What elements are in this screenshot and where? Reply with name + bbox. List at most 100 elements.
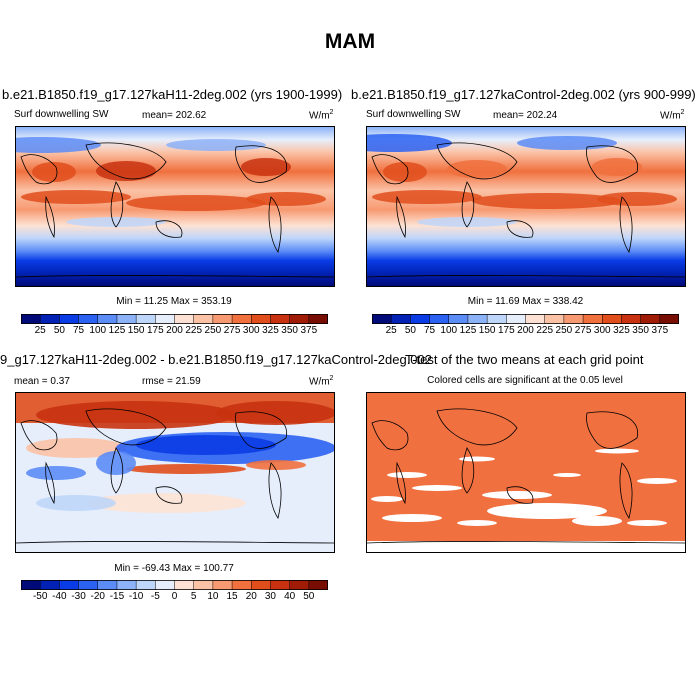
- panel3-map-svg: [16, 393, 334, 552]
- panel1-colorbar-tick-label: 200: [166, 325, 183, 336]
- panel3-colorbar-tick-label: -20: [90, 591, 105, 602]
- panel3-colorbar-swatch: [155, 580, 175, 590]
- panel1-colorbar-swatch: [232, 314, 252, 324]
- panel1-colorbar-tick-label: 275: [223, 325, 241, 336]
- panel2-colorbar-tick-label: 125: [459, 325, 477, 336]
- panel2-colorbar-swatch: [544, 314, 565, 324]
- panel1-colorbar-swatch: [308, 314, 328, 324]
- panel3-title: 9_g17.127kaH11-2deg.002 - b.e21.B1850.f1…: [0, 352, 432, 367]
- panel2-colorbar-tick-label: 250: [555, 325, 573, 336]
- panel2-colorbar: 25 50 75 100 125 150 175 200 225 250 275 300 325 350 3…: [372, 314, 679, 336]
- panel2-colorbar-tick-label: 150: [478, 325, 496, 336]
- panel3-colorbar-tick-label: -15: [109, 591, 125, 602]
- panel1-unit-label: W/m2: [309, 109, 334, 122]
- panel3-colorbar-tick-label: -10: [128, 591, 144, 602]
- panel1-colorbar-swatch: [174, 314, 194, 324]
- panel2-colorbar-swatch: [602, 314, 622, 324]
- panel3-colorbar-tick-label: 40: [284, 591, 296, 602]
- panel1-colorbar-tick-label: 250: [204, 325, 222, 336]
- panel3-features: [16, 393, 334, 513]
- panel1-colorbar-swatch: [21, 314, 41, 324]
- panel1-colorbar-swatch: [289, 314, 310, 324]
- panel1-features: [16, 137, 326, 227]
- panel4-coastlines: [367, 408, 685, 544]
- panel1-colorbar-tick-label: 375: [300, 325, 318, 336]
- panel2-colorbar-tick-label: 25: [385, 325, 397, 336]
- panel3-colorbar-swatch: [212, 580, 233, 590]
- panel2-mean-label: mean= 202.24: [493, 110, 558, 121]
- panel1-colorbar-swatch: [212, 314, 233, 324]
- panel1-colorbar-tick-label: 125: [108, 325, 126, 336]
- panel3-colorbar-swatch: [251, 580, 271, 590]
- panel1-colorbar-swatch: [193, 314, 214, 324]
- panel3-stats: Min = -69.43 Max = 100.77: [114, 563, 234, 574]
- panel3-colorbar-swatch: [97, 580, 118, 590]
- panel1-colorbar-tick-label: 100: [89, 325, 107, 336]
- panel3-colorbar-tick-label: 30: [264, 591, 276, 602]
- panel2-map-svg: [367, 127, 685, 286]
- panel3-colorbar-tick-label: -30: [71, 591, 86, 602]
- panel1-colorbar-tick-label: 300: [242, 325, 260, 336]
- panel2-colorbar-swatch: [621, 314, 641, 324]
- panel3-coastlines: [16, 408, 334, 544]
- panel3-colorbar-tick-label: 20: [245, 591, 257, 602]
- panel2-unit-label: W/m2: [660, 109, 685, 122]
- panel3-colorbar-tick-label: 50: [303, 591, 315, 602]
- panel2-colorbar-swatch: [506, 314, 526, 324]
- panel1-colorbar: 25 50 75 100 125 150 175 200 225 250 275 300 325 350 3…: [21, 314, 328, 336]
- panel2-colorbar-swatch: [583, 314, 603, 324]
- panel2-colorbar-tick-label: 75: [424, 325, 436, 336]
- panel1-title: b.e21.B1850.f19_g17.127kaH11-2deg.002 (y…: [2, 87, 343, 102]
- panel3-colorbar-swatch: [40, 580, 60, 590]
- figure-title: MAM: [324, 30, 376, 53]
- panel2-colorbar-swatch: [467, 314, 488, 324]
- panel1-map-svg: [16, 127, 334, 286]
- panel1-colorbar-tick-label: 50: [53, 325, 65, 336]
- panel3-map: [15, 392, 335, 553]
- panel1-colorbar-tick-label: 350: [281, 325, 298, 336]
- panel2-colorbar-swatch: [448, 314, 469, 324]
- panel3-colorbar-swatch: [232, 580, 252, 590]
- panel3-colorbar-swatch: [174, 580, 194, 590]
- panel3-unit-label: W/m2: [309, 375, 334, 388]
- panel3-colorbar-tick-label: -40: [52, 591, 67, 602]
- panel1-colorbar-swatch: [97, 314, 118, 324]
- panel3-colorbar-tick-label: 5: [190, 591, 197, 602]
- panel1-variable-label: Surf downwelling SW: [14, 109, 109, 120]
- panel1-colorbar-swatch: [116, 314, 137, 324]
- panel2-colorbar-tick-label: 300: [593, 325, 611, 336]
- panel2-colorbar-swatch: [659, 314, 679, 324]
- panel2-colorbar-svg: [372, 314, 679, 324]
- panel2-variable-label: Surf downwelling SW: [366, 109, 461, 120]
- panel1-colorbar-swatch: [40, 314, 60, 324]
- panel2-colorbar-swatch: [487, 314, 507, 324]
- panel4-subtitle: Colored cells are significant at the 0.0…: [427, 375, 623, 386]
- panel2-stats: Min = 11.69 Max = 338.42: [467, 296, 584, 307]
- panel2-colorbar-swatch: [372, 314, 392, 324]
- panel2-colorbar-tick-label: 225: [536, 325, 554, 336]
- panel2-colorbar-swatch: [391, 314, 411, 324]
- panel3-colorbar-tick-label: 10: [207, 591, 219, 602]
- panel1-colorbar-swatch: [155, 314, 175, 324]
- panel3-colorbar-swatch: [21, 580, 41, 590]
- panel2-colorbar-swatch: [640, 314, 661, 324]
- panel1-colorbar-swatch: [59, 314, 79, 324]
- panel2-colorbar-tick-label: 275: [574, 325, 592, 336]
- panel2-colorbar-tick-label: 325: [613, 325, 630, 336]
- panel3-colorbar-swatch: [193, 580, 214, 590]
- panel2-title: b.e21.B1850.f19_g17.127kaControl-2deg.00…: [351, 87, 696, 102]
- panel1-mean-label: mean= 202.62: [142, 110, 207, 121]
- panel2-map: [366, 126, 686, 287]
- panel2-colorbar-swatch: [410, 314, 430, 324]
- panel3-colorbar-swatch: [308, 580, 328, 590]
- panel1-colorbar-swatch: [136, 314, 156, 324]
- panel3-rmse-label: rmse = 21.59: [142, 376, 201, 387]
- panel1-colorbar-tick-label: 150: [127, 325, 145, 336]
- panel4-title: T-test of the two means at each grid poi…: [405, 352, 644, 367]
- panel2-colorbar-tick-label: 375: [651, 325, 669, 336]
- panel2-colorbar-tick-label: 200: [517, 325, 534, 336]
- panel1-colorbar-tick-label: 175: [146, 325, 164, 336]
- panel1-colorbar-tick-label: 25: [34, 325, 46, 336]
- panel3-colorbar-swatch: [116, 580, 137, 590]
- panel1-colorbar-tick-label: 75: [73, 325, 85, 336]
